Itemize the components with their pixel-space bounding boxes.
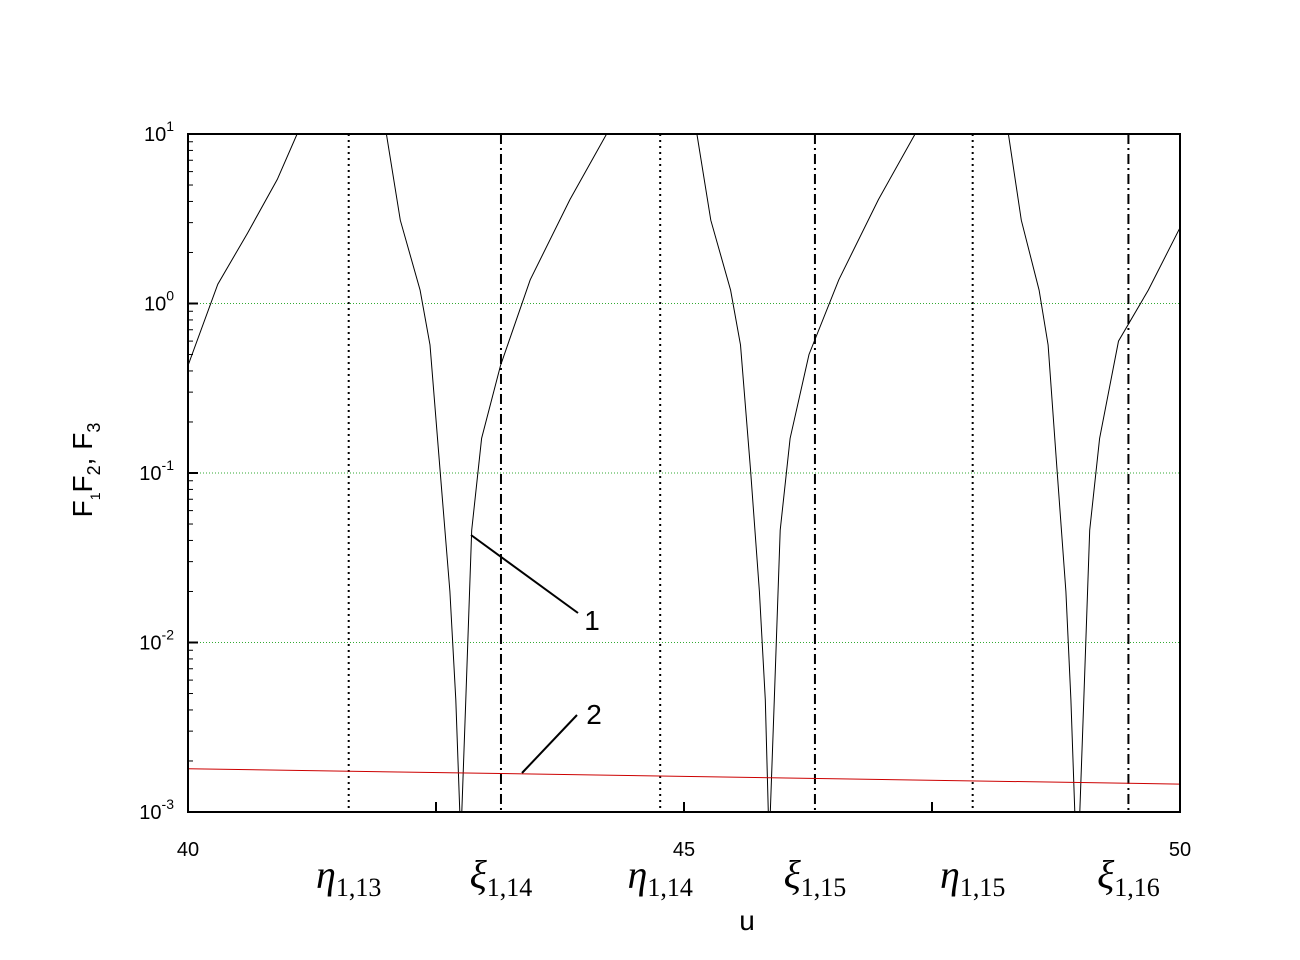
y-tick-exponent: -2 <box>162 627 175 643</box>
y-tick-label: 101 <box>144 118 174 146</box>
annotation: 2 <box>586 699 602 730</box>
reference-label: η1,15 <box>940 852 1005 902</box>
y-tick-label: 10-3 <box>139 796 174 824</box>
reference-subscript: 1,13 <box>336 873 382 902</box>
y-title-sub: 1 <box>87 492 103 500</box>
reference-symbol: ξ <box>784 852 802 897</box>
reference-subscript: 1,15 <box>960 873 1006 902</box>
x-tick-label: 40 <box>177 839 199 861</box>
reference-subscript: 1,15 <box>801 873 847 902</box>
y-title-part: F <box>67 475 98 492</box>
plot-frame <box>187 133 1181 813</box>
y-tick-base: 10 <box>139 463 161 485</box>
y-title-sub: 3 <box>84 423 104 433</box>
reference-label: ξ1,14 <box>470 852 533 902</box>
annotation-leader <box>470 534 579 614</box>
x-axis-title: u <box>739 905 755 936</box>
reference-subscript: 1,14 <box>487 873 533 902</box>
y-tick-base: 10 <box>144 294 166 316</box>
y-tick-base: 10 <box>144 124 166 146</box>
y-tick-base: 10 <box>139 633 161 655</box>
reference-symbol: ξ <box>1097 852 1115 897</box>
y-tick-exponent: -1 <box>162 457 175 473</box>
y-title-part: F <box>67 500 98 517</box>
data-line <box>188 768 1180 785</box>
y-tick-exponent: 1 <box>166 118 174 134</box>
reference-symbol: ξ <box>470 852 488 897</box>
reference-symbol: η <box>316 852 336 897</box>
y-tick-base: 10 <box>139 802 161 824</box>
y-axis-title: F1F2, F3 <box>67 423 104 518</box>
y-tick-label: 100 <box>144 288 174 316</box>
reference-subscript: 1,14 <box>647 873 693 902</box>
reference-subscript: 1,16 <box>1114 873 1160 902</box>
y-tick-label: 10-2 <box>139 627 174 655</box>
x-tick-label: 50 <box>1169 839 1191 861</box>
y-tick-label: 10-1 <box>139 457 174 485</box>
reference-label: ξ1,15 <box>784 852 847 902</box>
y-tick-exponent: 0 <box>166 288 174 304</box>
annotation-leader <box>521 714 578 774</box>
x-tick-label: 45 <box>673 839 695 861</box>
y-title-part: , F <box>67 433 98 466</box>
data-line <box>188 134 1180 812</box>
annotation: 1 <box>584 605 600 636</box>
y-title-sub: 2 <box>84 465 104 475</box>
y-tick-exponent: -3 <box>162 796 175 812</box>
reference-label: η1,13 <box>316 852 381 902</box>
reference-symbol: η <box>940 852 960 897</box>
reference-label: ξ1,16 <box>1097 852 1160 902</box>
reference-symbol: η <box>628 852 648 897</box>
reference-label: η1,14 <box>628 852 693 902</box>
